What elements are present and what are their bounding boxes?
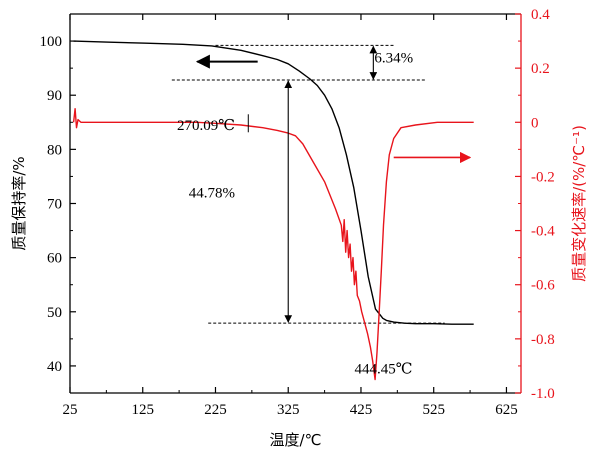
x-tick-label: 525	[422, 402, 445, 418]
y-left-tick-label: 50	[47, 305, 62, 321]
x-axis-title: 温度/℃	[270, 431, 322, 449]
y-right-tick-label: 0.2	[531, 61, 550, 77]
y-right-axis-title: 质量变化速率/(%/℃⁻¹)	[570, 125, 588, 282]
x-tick-label: 25	[63, 402, 78, 418]
y-left-tick-label: 70	[47, 197, 62, 213]
y-left-tick-label: 80	[47, 142, 62, 158]
x-tick-label: 225	[204, 402, 227, 418]
y-right-tick-label: 0.4	[531, 7, 550, 23]
annotation-label: 6.34%	[374, 50, 413, 66]
annotation-label: 270.09℃	[177, 118, 235, 134]
y-left-tick-label: 60	[47, 251, 62, 267]
y-left-tick-label: 100	[40, 34, 63, 50]
y-right-tick-label: 0	[531, 115, 539, 131]
y-right-tick-label: -1.0	[531, 386, 555, 402]
mass-retention-line	[73, 40, 474, 325]
x-tick-label: 325	[277, 402, 300, 418]
y-left-tick-label: 40	[47, 359, 62, 375]
annotation-label: 444.45℃	[355, 362, 413, 378]
y-left-axis-title: 质量保持率/%	[10, 156, 28, 250]
x-tick-label: 625	[495, 402, 518, 418]
mass-change-rate-line	[72, 108, 474, 381]
annotation-label: 44.78%	[189, 186, 235, 202]
x-tick-label: 125	[131, 402, 154, 418]
y-right-tick-label: -0.4	[531, 224, 555, 240]
y-right-tick-label: -0.8	[531, 332, 555, 348]
y-left-tick-label: 90	[47, 88, 62, 104]
y-right-tick-label: -0.2	[531, 169, 555, 185]
x-tick-label: 425	[350, 402, 373, 418]
y-right-tick-label: -0.6	[531, 278, 555, 294]
